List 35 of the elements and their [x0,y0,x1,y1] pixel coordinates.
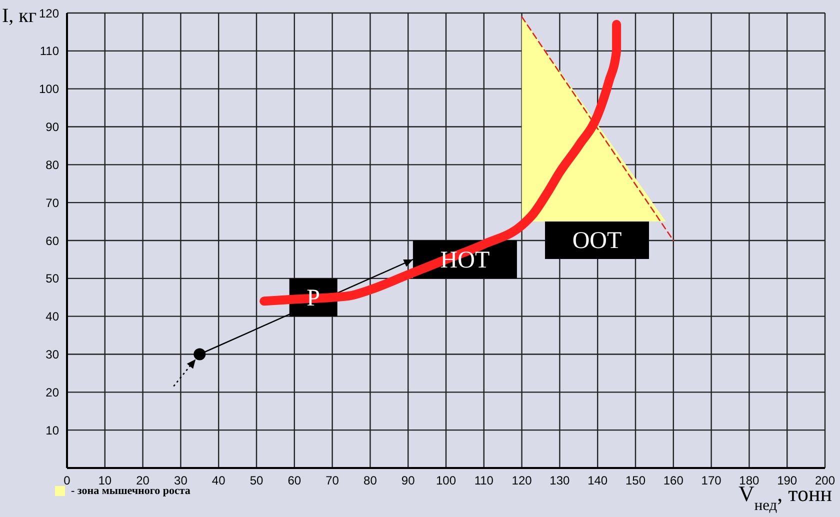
y-axis-title: I, кг [2,5,37,27]
x-tick-label: 160 [663,474,684,488]
y-tick-label: 70 [46,196,60,210]
legend-label: - зона мышечного роста [71,485,190,497]
y-tick-label: 110 [40,44,60,58]
x-tick-label: 90 [401,474,416,488]
x-tick-label: 140 [588,474,608,488]
y-tick-label: 100 [38,82,60,96]
x-tick-label: 70 [326,474,340,488]
x-tick-label: 20 [136,474,150,488]
annotation: ООТ [572,228,622,254]
y-tick-label: 80 [46,158,60,172]
y-tick-label: 60 [46,234,60,248]
y-tick-label: 50 [46,272,60,286]
y-tick-label: 20 [46,385,60,400]
x-tick-label: 30 [174,474,188,488]
x-tick-label: 120 [512,474,532,488]
x-tick-label: 80 [364,474,378,488]
x-tick-label: 60 [288,474,302,488]
y-tick-label: 90 [46,120,60,134]
x-tick-label: 100 [436,474,456,488]
y-tick-label: 30 [46,348,60,362]
x-tick-label: 190 [777,474,798,488]
x-tick-label: 40 [212,474,226,488]
x-tick-label: 170 [701,474,722,488]
x-tick-label: 110 [474,474,494,488]
x-tick-label: 150 [625,474,646,488]
x-tick-label: 50 [250,474,264,488]
y-tick-label: 120 [38,6,60,20]
y-tick-label: 40 [46,310,60,324]
x-tick-label: 10 [98,474,112,488]
x-tick-label: 130 [550,474,570,488]
x-tick-label: 0 [64,474,71,488]
y-tick-label: 10 [46,423,60,438]
x-tick-label: 200 [814,474,836,488]
